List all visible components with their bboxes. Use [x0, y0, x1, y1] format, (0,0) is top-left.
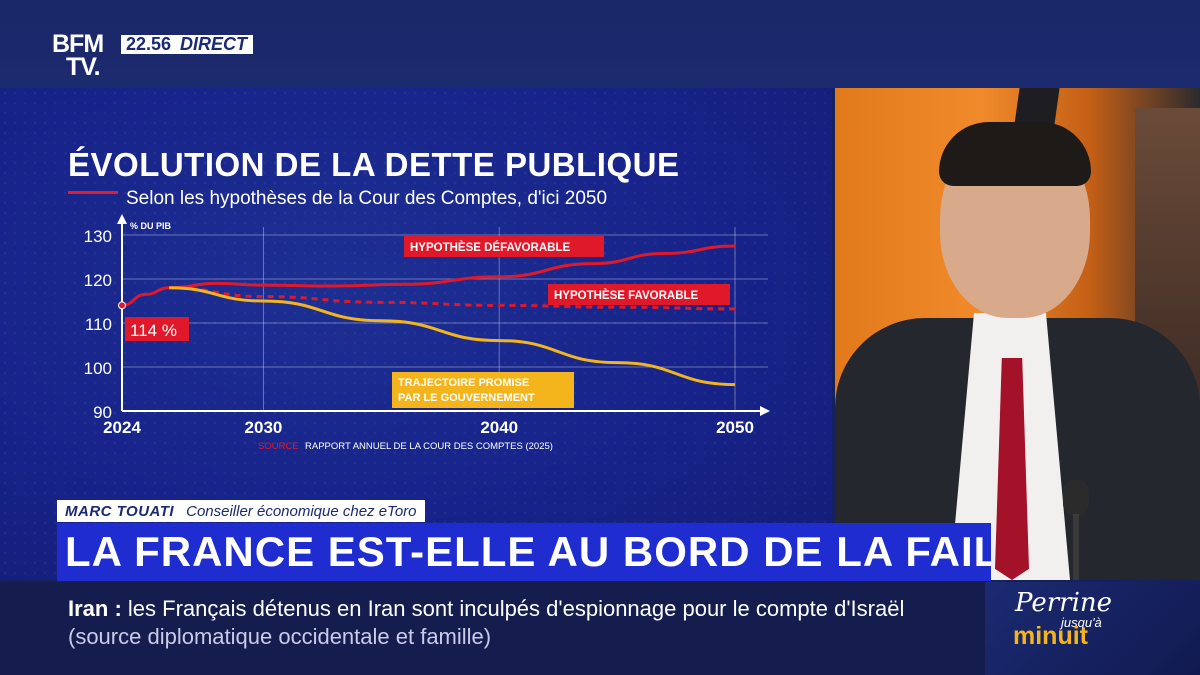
x-tick-label-1: 2030 [245, 418, 283, 437]
series-line-promise [169, 286, 736, 387]
source-text: RAPPORT ANNUEL DE LA COUR DES COMPTES (2… [305, 441, 553, 452]
label-favorable: HYPOTHÈSE FAVORABLE [554, 289, 699, 302]
live-clock-badge: 22.56 DIRECT [121, 34, 254, 54]
source-label: SOURCE [258, 441, 299, 452]
promo-time: minuit [1013, 622, 1088, 650]
channel-logo: BFM TV. [52, 30, 116, 83]
program-promo: Perrine jusqu'à minuit [985, 582, 1200, 675]
x-tick-labels: 2024 2030 2040 2050 [103, 418, 754, 437]
news-ticker [0, 582, 985, 675]
ticker-tag: Iran : [68, 596, 122, 621]
label-promise-box [392, 372, 574, 408]
chart-series [121, 244, 736, 387]
guest-hair [939, 122, 1091, 186]
chart-subtitle: Selon les hypothèses de la Cour des Comp… [126, 188, 608, 209]
guest-role: Conseiller économique chez eToro [186, 502, 417, 520]
promo-host: Perrine [1015, 588, 1113, 618]
series-line-favorable [169, 286, 736, 311]
logo-line2: TV. [66, 53, 101, 81]
microphone-icon [1063, 480, 1089, 516]
label-defavorable: HYPOTHÈSE DÉFAVORABLE [410, 241, 570, 254]
guest-tie [995, 358, 1029, 580]
y-tick-labels: 90 100 110 120 130 [84, 227, 112, 422]
x-tick-label-2: 2040 [480, 418, 518, 437]
microphone-stand [1073, 514, 1079, 580]
start-value-box [125, 317, 189, 341]
label-defavorable-box [404, 236, 604, 257]
guest-name-bar: MARC TOUATI Conseiller économique chez e… [57, 500, 425, 522]
y-tick-label-1: 100 [84, 359, 112, 378]
ticker-source: (source diplomatique occidentale et fami… [68, 624, 492, 649]
headline-banner: LA FRANCE EST-ELLE AU BORD DE LA FAILLIT… [57, 523, 991, 581]
debt-line-chart: % DU PIB 90 100 110 120 130 2024 2030 2040 2050… [84, 214, 770, 452]
y-tick-label-2: 110 [85, 315, 112, 334]
y-axis-label: % DU PIB [130, 221, 172, 231]
y-tick-label-4: 130 [84, 227, 112, 246]
series-line-defavorable [121, 244, 736, 307]
promo-until: jusqu'à [1061, 615, 1102, 630]
x-axis-arrow-icon [760, 406, 770, 416]
y-axis-arrow-icon [117, 214, 127, 224]
guest-name: MARC TOUATI [65, 502, 175, 520]
studio-video-feed [835, 88, 1200, 580]
label-promise-line2: PAR LE GOUVERNEMENT [398, 392, 535, 404]
ticker-headline: les Français détenus en Iran sont inculp… [127, 596, 905, 621]
start-point-marker [118, 301, 126, 310]
start-value-label: 114 % [130, 321, 177, 340]
x-tick-label-0: 2024 [103, 418, 141, 437]
label-promise-line1: TRAJECTOIRE PROMISE [398, 377, 529, 389]
x-tick-label-3: 2050 [716, 418, 754, 437]
title-accent-rule [68, 191, 118, 194]
y-tick-label-0: 90 [93, 403, 112, 422]
chart-title: ÉVOLUTION DE LA DETTE PUBLIQUE [68, 146, 680, 183]
label-favorable-box [548, 284, 730, 305]
ticker-text: Iran : les Français détenus en Iran sont… [68, 595, 968, 651]
live-label: DIRECT [180, 34, 248, 54]
y-tick-label-3: 120 [84, 271, 112, 290]
clock-time: 22.56 [126, 34, 172, 54]
logo-line1: BFM [52, 30, 104, 58]
